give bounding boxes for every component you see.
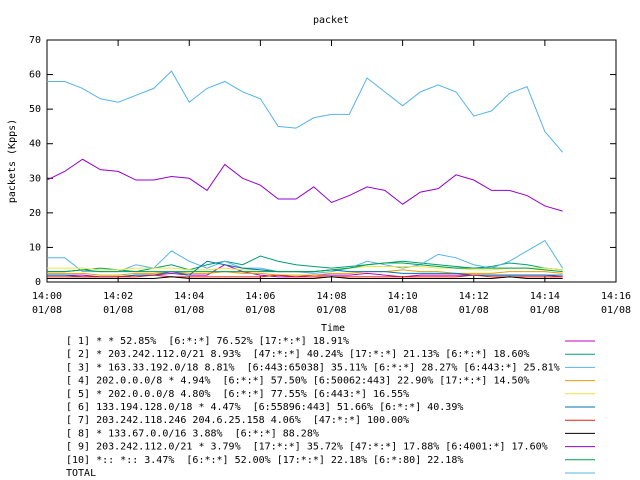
legend-label: [ 7] 203.242.118.246 204.6.25.158 4.06% … xyxy=(66,415,409,426)
x-tick-label: 14:06 01/08 xyxy=(245,291,275,316)
x-tick-label: 14:10 01/08 xyxy=(388,291,418,316)
series-line xyxy=(47,70,564,153)
legend-label: [10] *:: *:: 3.47% [6:*:*] 52.00% [17:*:… xyxy=(66,455,463,466)
y-tick-label: 0 xyxy=(35,277,41,288)
legend-label: [ 9] 203.242.112.0/21 * 3.79% [17:*:*] 3… xyxy=(66,442,548,453)
y-tick-label: 10 xyxy=(29,242,41,253)
y-axis-label: packets (Kpps) xyxy=(7,119,18,203)
x-axis-label: Time xyxy=(321,323,345,334)
legend-label: [ 2] * 203.242.112.0/21 8.93% [47:*:*] 4… xyxy=(66,349,530,360)
x-tick-label: 14:02 01/08 xyxy=(103,291,133,316)
series-line xyxy=(47,276,563,280)
series-line xyxy=(47,269,563,276)
y-tick-label: 30 xyxy=(29,173,41,184)
y-tick-label: 20 xyxy=(29,208,41,219)
legend-label: [ 8] * 133.67.0.0/16 3.88% [6:*:*] 88.28… xyxy=(66,428,319,439)
series-line xyxy=(47,274,563,278)
legend-label: [ 1] * * 52.85% [6:*:*] 76.52% [17:*:*] … xyxy=(66,336,349,347)
x-tick-label: 14:16 01/08 xyxy=(601,291,631,316)
legend-label: [ 4] 202.0.0.0/8 * 4.94% [6:*:*] 57.50% … xyxy=(66,376,530,387)
y-tick-label: 50 xyxy=(29,104,41,115)
plot-border xyxy=(46,39,617,283)
y-tick-label: 70 xyxy=(29,35,41,46)
chart-title: packet xyxy=(313,15,349,26)
x-tick-label: 14:00 01/08 xyxy=(32,291,62,316)
series-line xyxy=(47,239,564,274)
series-line xyxy=(46,158,563,212)
x-tick-label: 14:14 01/08 xyxy=(530,291,560,316)
legend-label: [ 3] * 163.33.192.0/18 8.81% [6:443:6503… xyxy=(66,362,560,373)
x-tick-label: 14:04 01/08 xyxy=(174,291,204,316)
y-tick-label: 40 xyxy=(29,139,41,150)
legend-label: TOTAL xyxy=(66,468,96,479)
x-tick-label: 14:12 01/08 xyxy=(459,291,489,316)
x-tick-label: 14:08 01/08 xyxy=(316,291,346,316)
y-tick-label: 60 xyxy=(29,70,41,81)
series-line xyxy=(47,262,563,273)
legend-label: [ 5] * 202.0.0.0/8 4.80% [6:*:*] 77.55% … xyxy=(66,389,409,400)
legend-label: [ 6] 133.194.128.0/18 * 4.47% [6:55896:4… xyxy=(66,402,463,413)
